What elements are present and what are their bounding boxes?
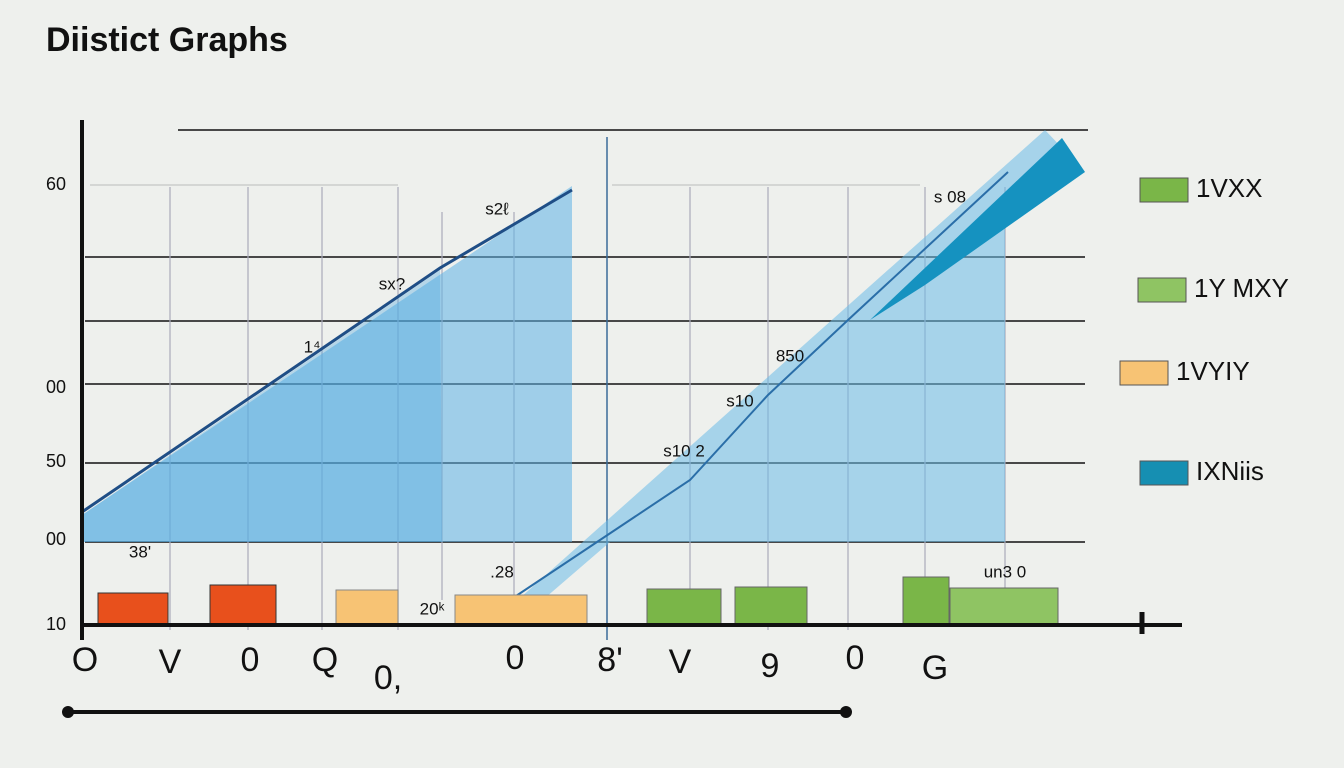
bar [209, 584, 277, 625]
x-tick-label: Q [312, 641, 338, 679]
x-tick-label: V [669, 643, 692, 681]
legend-swatch [1139, 177, 1189, 203]
bars [97, 576, 1059, 625]
bar [97, 592, 169, 625]
y-tick-label: 00 [46, 377, 66, 397]
bar [734, 586, 808, 625]
legend-label: 1VXX [1196, 173, 1263, 203]
x-tick-label: 0 [506, 639, 525, 677]
y-tick-label: 10 [46, 614, 66, 634]
annotation: s10 2 [663, 441, 705, 460]
x-tick-label: V [159, 643, 182, 681]
annotation: 20ᵏ [420, 599, 445, 618]
x-tick-label: 0, [374, 659, 402, 697]
chart-title: Diistict Graphs [46, 21, 288, 59]
annotation: un3 0 [984, 562, 1027, 581]
y-tick-label: 00 [46, 529, 66, 549]
area-edge [81, 188, 573, 514]
x-tick-label: 0 [241, 641, 260, 679]
annotation: sx? [379, 274, 405, 293]
annotation: s10 [726, 391, 753, 410]
legend-swatch [1139, 460, 1189, 486]
x-tick-label: 9 [761, 647, 780, 685]
bar [949, 587, 1059, 625]
x-tick-label: 0 [846, 639, 865, 677]
annotation: .28 [490, 562, 514, 581]
y-tick-label: 60 [46, 174, 66, 194]
x-tick-label: 8' [597, 641, 622, 679]
bar [335, 589, 399, 625]
area [82, 270, 442, 542]
bar [454, 594, 588, 625]
legend-swatch [1119, 360, 1169, 386]
legend-label: 1VYIY [1176, 356, 1250, 386]
bar [646, 588, 722, 625]
annotation: s2ℓ [485, 199, 509, 218]
y-tick-label: 50 [46, 451, 66, 471]
area [870, 138, 1085, 320]
x-tick-label: G [922, 649, 948, 687]
x-tick-label: O [72, 641, 98, 679]
dot [840, 706, 852, 718]
area-edge [509, 171, 1009, 601]
legend-label: 1Y MXY [1194, 273, 1289, 303]
legend-label: IXNiis [1196, 456, 1264, 486]
annotation: 850 [776, 346, 804, 365]
area [82, 186, 572, 542]
dot [62, 706, 74, 718]
axes [62, 120, 1182, 718]
areas [81, 130, 1085, 601]
legend-swatch [1137, 277, 1187, 303]
bar [902, 576, 950, 625]
annotation: s 08 [934, 187, 966, 206]
annotation: 38' [129, 542, 151, 561]
annotation: 1⁴ [304, 337, 321, 356]
